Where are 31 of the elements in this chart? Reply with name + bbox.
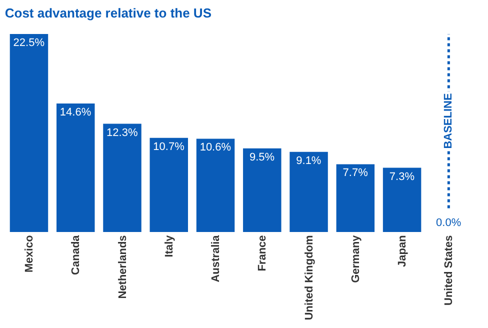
x-tick-label: Canada bbox=[70, 234, 82, 275]
bar bbox=[150, 138, 188, 232]
data-label: 7.7% bbox=[342, 167, 368, 180]
bar bbox=[290, 152, 328, 232]
x-tick-label: Mexico bbox=[24, 234, 36, 272]
bar bbox=[336, 164, 375, 232]
x-tick-label: United Kingdom bbox=[303, 234, 316, 320]
x-tick-label: Australia bbox=[210, 234, 222, 282]
x-tick-label: Japan bbox=[396, 234, 409, 267]
data-label: 10.7% bbox=[153, 140, 185, 153]
bar bbox=[196, 138, 235, 232]
bar bbox=[382, 168, 422, 232]
data-label: 9.5% bbox=[250, 151, 275, 164]
x-tick-label: France bbox=[256, 235, 269, 272]
data-label: 7.3% bbox=[389, 170, 415, 183]
data-label: 12.3% bbox=[106, 126, 138, 139]
x-tick-label: United States bbox=[443, 235, 456, 306]
bar bbox=[56, 104, 95, 232]
data-label: 9.1% bbox=[296, 154, 322, 167]
x-tick-label: Germany bbox=[350, 234, 362, 283]
bar bbox=[103, 124, 142, 232]
bar bbox=[243, 148, 282, 232]
data-label: 0.0% bbox=[436, 217, 462, 229]
data-label: 14.6% bbox=[60, 106, 92, 119]
data-label: 22.5% bbox=[13, 37, 45, 49]
data-label: 10.6% bbox=[200, 142, 232, 154]
bar bbox=[10, 34, 48, 232]
x-tick-label: Italy bbox=[163, 234, 176, 258]
chart-title: Cost advantage relative to the US bbox=[4, 5, 212, 20]
x-tick-label: Netherlands bbox=[116, 235, 129, 299]
ref-line-label: BASELINE bbox=[442, 93, 455, 149]
